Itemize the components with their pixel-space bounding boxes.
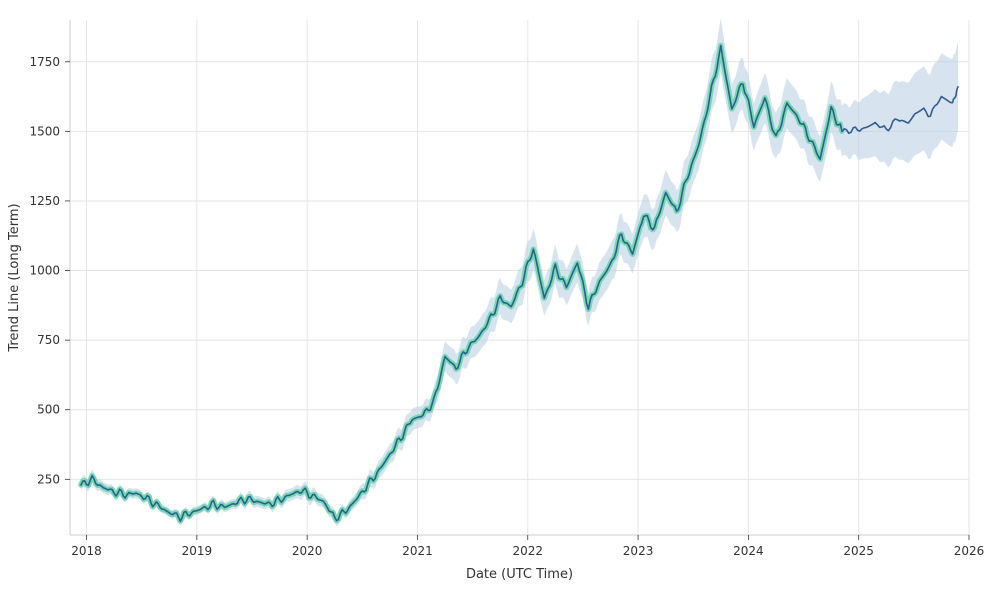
y-tick-label: 500 [37, 403, 60, 417]
x-tick-label: 2021 [402, 544, 433, 558]
x-tick-label: 2025 [843, 544, 874, 558]
trend-chart: 2018 2019 2020 2021 2022 2023 2024 2025 2026 250 5… [0, 0, 989, 590]
y-tick-label: 1000 [29, 264, 60, 278]
y-tick-label: 1250 [29, 194, 60, 208]
x-tick-label: 2020 [292, 544, 323, 558]
x-tick-label: 2022 [512, 544, 543, 558]
chart-svg: 2018 2019 2020 2021 2022 2023 2024 2025 2026 250 5… [0, 0, 989, 590]
x-axis-label: Date (UTC Time) [466, 567, 573, 582]
y-tick-label: 250 [37, 472, 60, 486]
y-tick-label: 1750 [29, 55, 60, 69]
x-tick-label: 2026 [954, 544, 985, 558]
x-tick-label: 2018 [71, 544, 102, 558]
x-tick-label: 2024 [733, 544, 764, 558]
x-tick-label: 2019 [182, 544, 213, 558]
x-tick-label: 2023 [623, 544, 654, 558]
y-tick-label: 750 [37, 333, 60, 347]
y-axis-label: Trend Line (Long Term) [7, 203, 22, 352]
y-tick-label: 1500 [29, 124, 60, 138]
